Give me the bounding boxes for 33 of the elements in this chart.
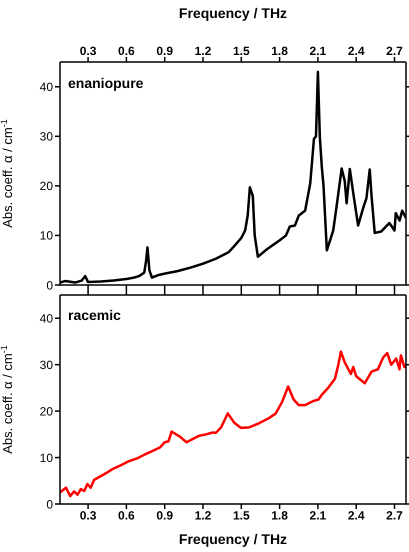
x-axis-title: Frequency / THz: [178, 531, 288, 547]
x-tick-label: 2.1: [310, 44, 327, 58]
x-axis-title: Frequency / THz: [178, 4, 288, 21]
y-tick-label: 20: [40, 404, 54, 418]
x-tick-label: 0.9: [156, 44, 174, 58]
text: racemic: [68, 307, 122, 323]
y-tick-label: 10: [40, 450, 54, 465]
text: enaniopure: [68, 75, 144, 91]
y-tick-label: 30: [40, 358, 54, 372]
x-tick-label: 1.5: [232, 508, 250, 523]
x-tick-label: 0.6: [118, 508, 136, 523]
x-tick-label: 0.6: [118, 44, 136, 58]
x-tick-label: 1.8: [271, 44, 288, 58]
y-tick-label: 0: [46, 497, 54, 512]
y-tick-label: 40: [40, 80, 54, 94]
y-tick-label: 0: [46, 278, 54, 292]
x-tick-label: 0.3: [80, 508, 97, 523]
y-tick-label: 20: [40, 179, 54, 194]
x-tick-label: 2.4: [348, 508, 365, 523]
x-tick-label: 1.2: [194, 508, 212, 523]
x-tick-label: 1.5: [232, 44, 250, 58]
y-tick-label: 30: [40, 130, 54, 144]
x-tick-label: 1.2: [194, 44, 212, 58]
y-tick-label: 10: [40, 228, 54, 243]
x-tick-label: 2.7: [386, 44, 404, 58]
x-tick-label: 2.1: [310, 508, 327, 523]
line-series: [60, 350, 406, 498]
x-tick-label: 0.9: [156, 508, 174, 523]
x-tick-label: 2.4: [348, 44, 365, 58]
x-tick-label: 1.8: [271, 508, 288, 523]
x-tick-label: 0.3: [80, 44, 97, 58]
y-tick-label: 40: [40, 311, 54, 326]
x-tick-label: 2.7: [386, 508, 404, 523]
